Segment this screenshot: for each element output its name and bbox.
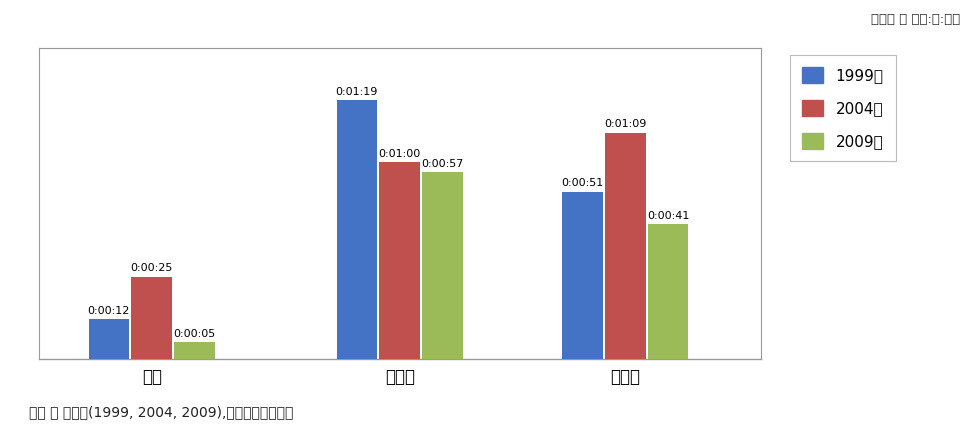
- Legend: 1999년, 2004년, 2009년: 1999년, 2004년, 2009년: [790, 55, 896, 161]
- Bar: [563, 191, 603, 359]
- Bar: [132, 277, 172, 359]
- Text: 0:00:25: 0:00:25: [131, 264, 173, 273]
- Bar: [422, 172, 463, 359]
- Bar: [175, 342, 214, 359]
- Text: 0:00:12: 0:00:12: [88, 306, 130, 316]
- Text: 0:00:51: 0:00:51: [562, 178, 604, 188]
- Text: 0:00:05: 0:00:05: [174, 329, 215, 339]
- Bar: [647, 224, 688, 359]
- Text: 자료 ： 통계청(1999, 2004, 2009),『생활시간조사』: 자료 ： 통계청(1999, 2004, 2009),『생활시간조사』: [29, 405, 293, 419]
- Text: 0:00:41: 0:00:41: [646, 211, 689, 221]
- Bar: [379, 162, 420, 359]
- Text: 0:00:57: 0:00:57: [421, 159, 464, 168]
- Bar: [604, 133, 645, 359]
- Text: 0:01:00: 0:01:00: [378, 149, 421, 159]
- Text: （단위 ： 시간:분:초）: （단위 ： 시간:분:초）: [871, 13, 960, 26]
- Text: 0:01:19: 0:01:19: [335, 87, 378, 97]
- Bar: [336, 100, 377, 359]
- Bar: [89, 319, 129, 359]
- Text: 0:01:09: 0:01:09: [604, 119, 646, 129]
